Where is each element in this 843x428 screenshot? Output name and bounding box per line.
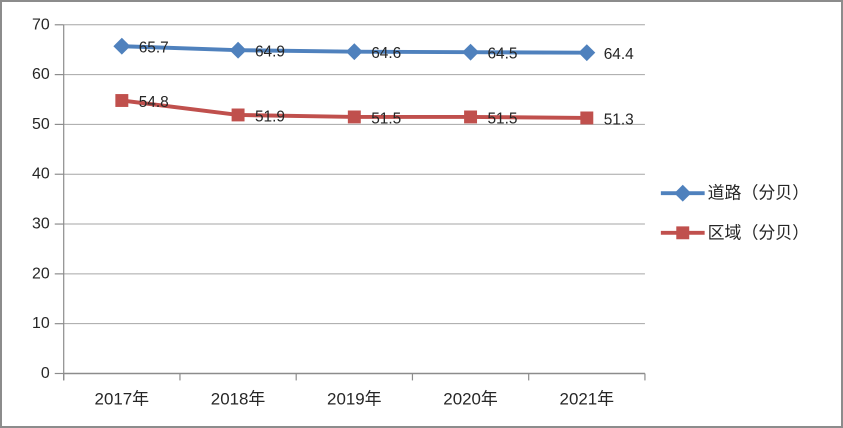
- data-label: 64.9: [255, 44, 285, 61]
- legend-marker-diamond-icon: [674, 184, 692, 202]
- y-tick-label: 10: [32, 315, 50, 332]
- data-label: 54.8: [139, 94, 169, 111]
- y-tick-label: 60: [32, 66, 50, 83]
- y-tick-label: 20: [32, 265, 50, 282]
- legend-label: 道路（分贝）: [708, 184, 810, 203]
- data-label: 51.5: [371, 110, 401, 127]
- x-axis-label: 2021年: [560, 390, 615, 409]
- data-point-diamond-icon: [113, 37, 131, 55]
- data-label: 51.3: [604, 111, 634, 128]
- data-point-square-icon: [347, 110, 361, 124]
- data-point-square-icon: [115, 94, 129, 107]
- x-axis-label: 2020年: [443, 390, 498, 409]
- data-label: 65.7: [139, 40, 169, 57]
- x-axis-label: 2017年: [95, 390, 150, 409]
- x-axis-label: 2019年: [327, 390, 382, 409]
- y-tick-label: 50: [32, 116, 50, 133]
- data-label: 64.6: [371, 45, 401, 62]
- y-tick-label: 70: [32, 16, 50, 33]
- x-axis-label: 2018年: [211, 390, 266, 409]
- data-point-square-icon: [580, 111, 594, 125]
- data-point-square-icon: [464, 110, 478, 124]
- data-label: 51.5: [487, 110, 517, 127]
- legend-marker-square-icon: [676, 226, 690, 240]
- data-point-diamond-icon: [229, 41, 247, 59]
- data-point-diamond-icon: [462, 43, 480, 61]
- data-label: 51.9: [255, 108, 285, 125]
- y-tick-label: 30: [32, 216, 50, 233]
- data-label: 64.5: [487, 46, 517, 63]
- data-label: 64.4: [604, 46, 634, 63]
- y-tick-label: 0: [41, 365, 50, 382]
- data-point-square-icon: [231, 108, 245, 122]
- data-point-diamond-icon: [578, 44, 596, 62]
- y-tick-label: 40: [32, 166, 50, 183]
- data-point-diamond-icon: [345, 43, 363, 61]
- legend-label: 区域（分贝）: [708, 223, 810, 242]
